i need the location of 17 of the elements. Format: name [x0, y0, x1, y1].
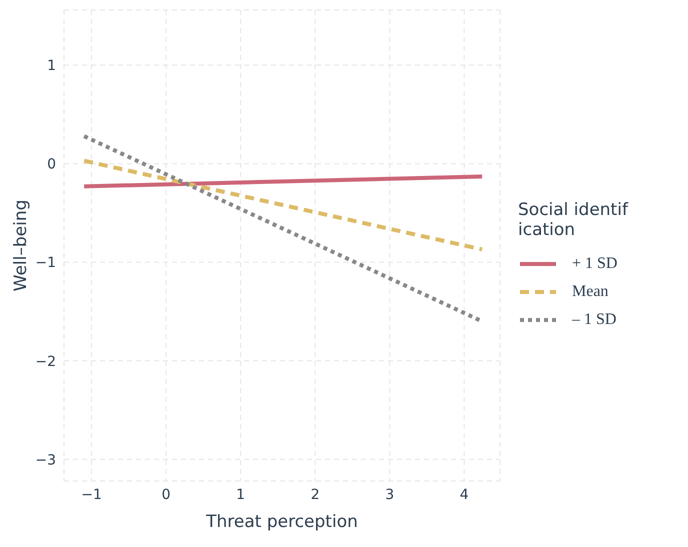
y-tick-label: 1 — [47, 58, 56, 74]
x-tick-label: 0 — [162, 486, 171, 503]
x-tick-label: 1 — [236, 486, 246, 503]
legend-label: – 1 SD — [572, 311, 616, 329]
legend-label: + 1 SD — [572, 255, 618, 273]
y-tick-label: −2 — [35, 354, 56, 370]
x-tick-label: 3 — [385, 486, 394, 503]
x-tick-label: −1 — [81, 486, 102, 503]
y-tick-label: 0 — [47, 156, 56, 173]
legend-label: Mean — [572, 283, 608, 301]
legend-title: Social identif ication — [518, 200, 630, 240]
y-axis-title: Well–being — [11, 200, 32, 292]
x-tick-label: 4 — [460, 486, 469, 503]
x-axis-title: Threat perception — [205, 512, 358, 532]
x-tick-label: 2 — [310, 486, 320, 503]
y-tick-label: −1 — [35, 255, 56, 272]
y-tick-label: −3 — [35, 452, 56, 468]
